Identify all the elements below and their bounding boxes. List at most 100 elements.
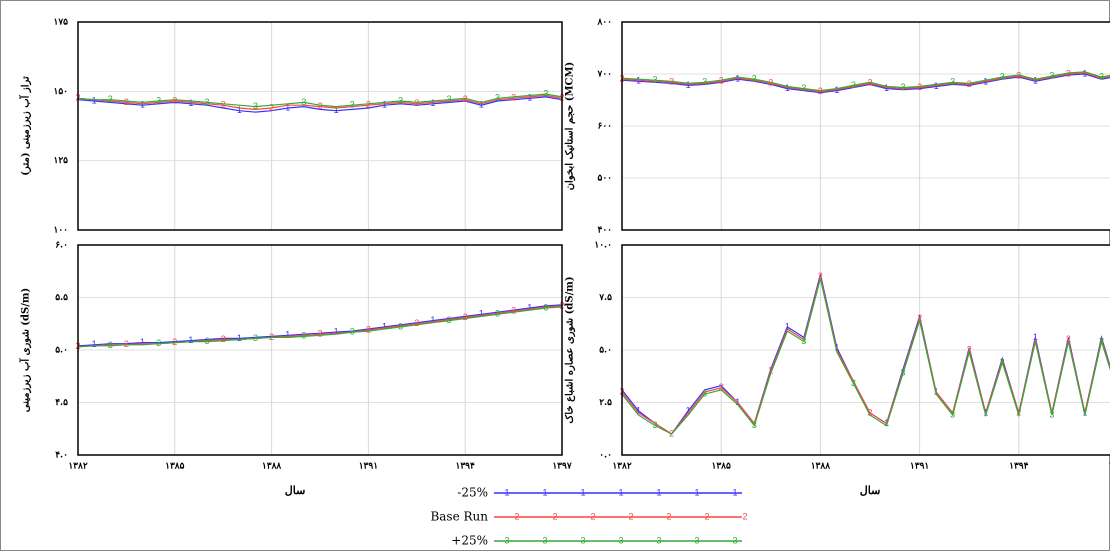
series-marker: 1 — [479, 309, 484, 319]
series-marker: 3 — [1049, 70, 1054, 80]
y-tick-label: ۵.۰ — [599, 346, 612, 356]
y-tick-label: ۵.۵ — [55, 293, 68, 303]
series-marker: 1 — [479, 100, 484, 110]
series-marker: 2 — [124, 339, 129, 349]
legend-marker: 3 — [580, 535, 585, 545]
series-marker: 3 — [851, 80, 856, 90]
series-marker: 1 — [285, 102, 290, 112]
series-marker: 1 — [430, 98, 435, 108]
legend-marker: 3 — [618, 535, 623, 545]
x-tick-label: ۱۳۸۸ — [811, 462, 831, 472]
series-marker: 3 — [398, 321, 403, 331]
series-marker: 3 — [156, 338, 161, 348]
series-marker: 3 — [702, 77, 707, 87]
series-marker: 3 — [901, 82, 906, 92]
series-marker: 2 — [818, 271, 823, 281]
series-marker: 1 — [1033, 332, 1038, 342]
legend-marker: 2 — [666, 511, 671, 521]
series-marker: 2 — [1066, 334, 1071, 344]
series-line — [77, 96, 563, 113]
series-marker: 1 — [527, 93, 532, 103]
y-axis-label: شوری آب زیرزمینی (dS/m) — [19, 288, 32, 412]
series-marker: 2 — [414, 318, 419, 328]
series-line — [77, 94, 563, 111]
series-marker: 1 — [140, 100, 145, 110]
y-tick-label: ۶۰۰ — [597, 122, 612, 132]
legend-marker: 2 — [552, 511, 557, 521]
legend-marker: 3 — [694, 535, 699, 545]
series-marker: 1 — [430, 315, 435, 325]
series-marker: 1 — [188, 98, 193, 108]
series-marker: 1 — [527, 302, 532, 312]
series-marker: 2 — [317, 329, 322, 339]
y-tick-label: ۴.۰ — [55, 451, 68, 461]
series-marker: 3 — [1000, 71, 1005, 81]
x-tick-label: ۱۳۸۵ — [165, 462, 185, 472]
series-marker: 1 — [636, 405, 641, 415]
series-marker: 3 — [495, 309, 500, 319]
y-tick-label: ۷.۵ — [598, 293, 612, 303]
x-tick-label: ۱۳۹۴ — [1009, 462, 1029, 472]
series-marker: 3 — [156, 95, 161, 105]
series-marker: 2 — [719, 382, 724, 392]
x-tick-label: ۱۳۸۵ — [712, 462, 732, 472]
series-marker: 3 — [543, 88, 548, 98]
series-marker: 1 — [785, 321, 790, 331]
series-marker: 2 — [366, 324, 371, 334]
series-marker: 2 — [366, 100, 371, 110]
series-marker: 3 — [205, 336, 210, 346]
y-tick-label: ۸۰۰ — [596, 18, 612, 28]
x-tick-label: ۱۳۹۷ — [1108, 462, 1110, 472]
y-tick-label: ۱۰۰ — [53, 226, 68, 236]
legend-marker: 1 — [732, 487, 737, 497]
series-line — [621, 72, 1110, 93]
series-marker: 1 — [834, 342, 839, 352]
series-marker: 2 — [269, 102, 274, 112]
series-marker: 3 — [447, 94, 452, 104]
series-marker: 1 — [237, 333, 242, 343]
y-axis-label: تراز آب زیرزمینی (متر) — [19, 76, 32, 176]
series-marker: 3 — [702, 388, 707, 398]
series-marker: 3 — [901, 367, 906, 377]
series-marker: 1 — [237, 105, 242, 115]
series-marker: 2 — [269, 332, 274, 342]
x-tick-label: ۱۳۹۱ — [359, 462, 378, 472]
x-tick-label: ۱۳۹۷ — [552, 462, 572, 472]
series-marker: 1 — [92, 95, 97, 105]
series-marker: 2 — [221, 334, 226, 344]
series-marker: 2 — [414, 98, 419, 108]
legend-marker: 3 — [542, 535, 547, 545]
series-line — [621, 278, 1110, 435]
series-marker: 3 — [301, 331, 306, 341]
series-marker: 3 — [447, 315, 452, 325]
series-marker: 2 — [124, 97, 129, 107]
series-marker: 3 — [350, 100, 355, 110]
series-marker: 3 — [752, 420, 757, 430]
series-marker: 3 — [301, 97, 306, 107]
x-tick-label: ۱۳۹۱ — [910, 462, 929, 472]
series-marker: 3 — [398, 95, 403, 105]
series-marker: 3 — [1049, 409, 1054, 419]
series-marker: 3 — [253, 101, 258, 111]
series-line — [77, 93, 563, 108]
series-marker: 3 — [108, 94, 113, 104]
series-marker: 3 — [350, 327, 355, 337]
legend-label: -25% — [457, 486, 488, 500]
legend-marker: 2 — [590, 511, 595, 521]
series-marker: 2 — [172, 95, 177, 105]
series-marker: 3 — [495, 93, 500, 103]
series-marker: 3 — [1099, 336, 1104, 346]
legend-marker: 2 — [628, 511, 633, 521]
x-axis-label: سال — [860, 484, 881, 497]
series-marker: 1 — [188, 335, 193, 345]
plot-border — [621, 244, 1110, 456]
series-marker: 2 — [967, 344, 972, 354]
legend-marker: 3 — [656, 535, 661, 545]
y-tick-label: ۶.۰ — [55, 241, 68, 251]
legend-marker: 1 — [694, 487, 699, 497]
series-marker: 3 — [653, 420, 658, 430]
series-marker: 3 — [653, 75, 658, 85]
series-marker: 2 — [511, 93, 516, 103]
series-marker: 1 — [382, 321, 387, 331]
